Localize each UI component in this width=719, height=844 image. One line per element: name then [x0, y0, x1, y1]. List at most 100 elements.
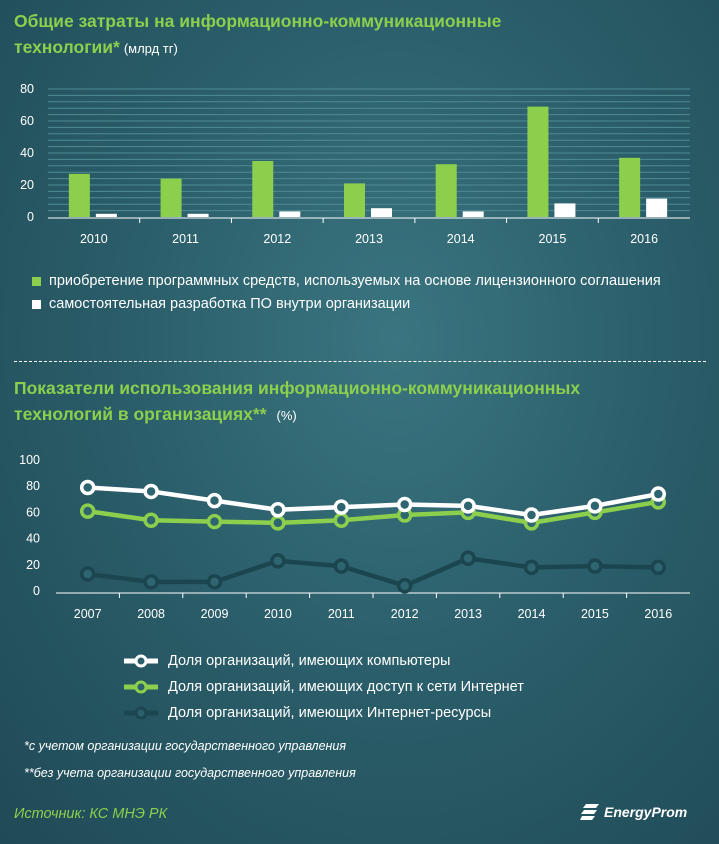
chart2-title-line2: технологий в организациях	[14, 404, 253, 424]
line-computers-point	[143, 483, 159, 500]
bar-licensed	[252, 161, 274, 217]
x-tick-label: 2007	[74, 607, 102, 621]
y-tick-label: 40	[26, 532, 40, 546]
legend-swatch-inhouse	[32, 300, 41, 309]
bar-inhouse	[95, 213, 117, 217]
legend-marker-computers	[124, 654, 158, 668]
x-tick-label: 2012	[391, 607, 419, 621]
y-tick-label: 20	[26, 558, 40, 572]
y-tick-label: 80	[20, 82, 34, 96]
bar-inhouse	[554, 203, 576, 217]
chart1-unit: (млрд тг)	[123, 41, 178, 56]
line-computers-point	[587, 498, 603, 514]
x-tick-label: 2015	[539, 232, 567, 246]
line-computers-point	[206, 492, 223, 509]
bar-inhouse	[646, 198, 668, 217]
y-tick-label: 0	[27, 210, 34, 224]
bar-inhouse	[279, 211, 301, 217]
line-internet	[87, 499, 659, 526]
section-divider	[14, 361, 706, 362]
line-computers	[87, 485, 659, 518]
y-tick-label: 60	[26, 505, 40, 519]
y-tick-label: 80	[26, 479, 40, 493]
legend-marker-resources	[124, 706, 158, 720]
legend-swatch-licensed	[32, 277, 41, 286]
legend-item-licensed: приобретение программных средств, исполь…	[32, 271, 719, 292]
brand-name: EnergyProm	[604, 804, 688, 820]
chart1-title-line1: Общие затраты на информационно-коммуника…	[14, 11, 502, 31]
x-tick-label: 2010	[80, 232, 108, 246]
x-tick-label: 2014	[518, 607, 546, 621]
x-tick-label: 2015	[581, 607, 609, 621]
line-computers-point	[333, 499, 350, 515]
bar-inhouse	[371, 208, 392, 217]
legend-item-inhouse: самостоятельная разработка ПО внутри орг…	[32, 294, 719, 315]
legend-item-computers: Доля организаций, имеющих компьютеры	[122, 648, 524, 674]
line-resources-point	[587, 558, 603, 574]
bar-inhouse	[187, 213, 209, 217]
line-resources-point	[270, 553, 286, 569]
line-resources-point	[206, 574, 223, 590]
bar-licensed	[435, 164, 457, 217]
bar-licensed	[68, 173, 90, 217]
y-tick-label: 0	[33, 584, 40, 598]
chart2-title: Показатели использования информационно-к…	[14, 375, 580, 429]
x-tick-label: 2008	[137, 607, 165, 621]
x-tick-label: 2011	[328, 607, 355, 621]
legend-item-internet: Доля организаций, имеющих доступ к сети …	[122, 674, 524, 700]
line-resources-point	[523, 559, 540, 576]
line-computers-point	[460, 498, 476, 514]
x-tick-label: 2013	[454, 607, 482, 621]
line-resources-point	[143, 574, 159, 590]
x-tick-label: 2016	[644, 607, 672, 621]
x-tick-label: 2014	[447, 232, 475, 246]
line-computers-point	[270, 502, 286, 518]
bar-licensed	[527, 106, 549, 217]
legend-label-licensed: приобретение программных средств, исполь…	[49, 273, 661, 289]
chart1-legend: приобретение программных средств, исполь…	[32, 271, 719, 315]
y-tick-label: 60	[20, 114, 34, 128]
line-internet-point	[206, 513, 223, 530]
legend-item-resources: Доля организаций, имеющих Интернет-ресур…	[122, 700, 524, 726]
y-tick-label: 100	[19, 453, 40, 467]
line-computers-point	[650, 486, 667, 502]
legend-marker-internet	[124, 680, 158, 694]
y-tick-label: 40	[20, 146, 34, 160]
chart2-title-star: **	[252, 404, 267, 424]
x-tick-label: 2012	[263, 232, 291, 246]
x-tick-label: 2016	[630, 232, 658, 246]
line-computers-point	[79, 479, 96, 496]
line-resources-point	[79, 566, 96, 582]
line-resources	[87, 556, 659, 589]
brand-logo: EnergyProm	[580, 803, 687, 821]
chart2-unit: (%)	[276, 408, 297, 423]
line-resources-point	[333, 558, 350, 574]
footnote-1: *с учетом организации государственного у…	[24, 739, 347, 753]
legend-label-resources: Доля организаций, имеющих Интернет-ресур…	[168, 705, 492, 721]
bar-chart: 0 20 40 60 80 2010 2011 2012 2013 2014 2015 2016	[20, 82, 690, 246]
bar-licensed	[160, 178, 182, 217]
line-computers-point	[523, 507, 540, 523]
legend-label-computers: Доля организаций, имеющих компьютеры	[168, 653, 451, 669]
source-text: Источник: КС МНЭ РК	[14, 806, 168, 822]
line-internet-point	[79, 503, 96, 519]
chart2-legend: Доля организаций, имеющих компьютеры Дол…	[122, 648, 524, 726]
line-resources-point	[650, 559, 667, 576]
x-tick-label: 2009	[201, 607, 229, 621]
line-resources-point	[460, 550, 476, 566]
y-tick-label: 20	[20, 178, 34, 192]
bar-licensed	[619, 157, 641, 217]
legend-label-internet: Доля организаций, имеющих доступ к сети …	[168, 679, 524, 695]
chart1-title-star: *	[113, 37, 120, 57]
footnote-2: **без учета организации государственного…	[24, 766, 356, 780]
x-tick-label: 2013	[355, 232, 383, 246]
chart1-title-line2: технологии	[14, 37, 114, 57]
line-resources-point	[396, 578, 413, 594]
line-internet-point	[333, 512, 350, 529]
brand-logo-icon	[580, 804, 599, 820]
chart2-title-line1: Показатели использования информационно-к…	[14, 378, 581, 398]
line-computers-point	[396, 496, 413, 513]
line-chart: 0 20 40 60 80 100 2007 2008 2009 2010 2011 2012 2013…	[19, 453, 690, 621]
bar-inhouse	[462, 211, 484, 217]
x-tick-label: 2011	[172, 232, 199, 246]
